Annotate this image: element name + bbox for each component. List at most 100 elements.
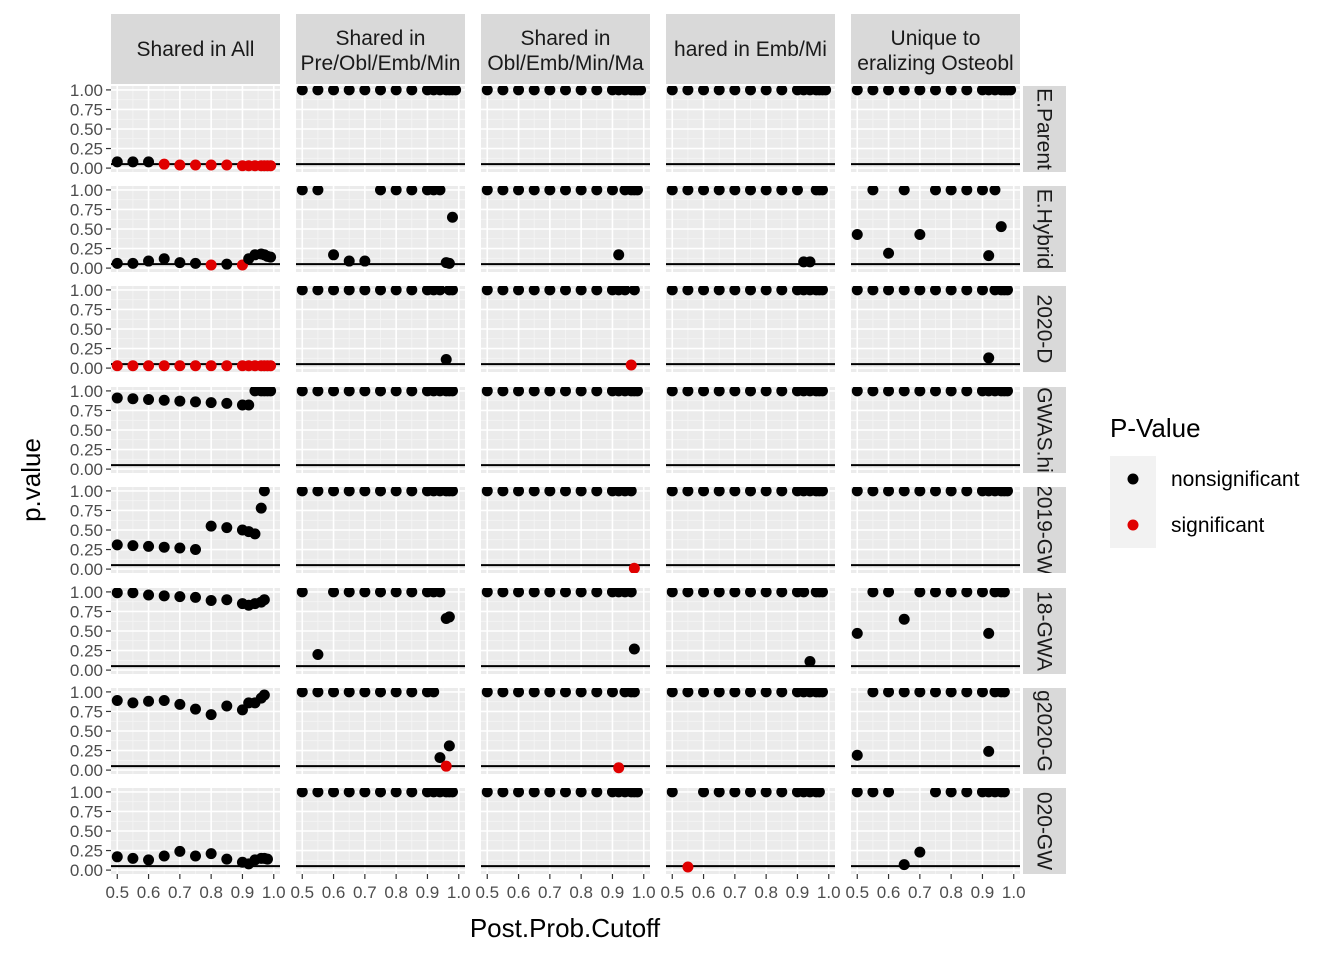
points-group xyxy=(111,689,270,721)
data-point-nonsignificant xyxy=(443,611,455,623)
data-point-nonsignificant xyxy=(820,86,832,96)
data-point-nonsignificant xyxy=(312,186,324,196)
data-point-nonsignificant xyxy=(760,688,772,698)
panel-r2-c5 xyxy=(851,186,1020,272)
row-strip-bg xyxy=(1023,286,1066,372)
data-point-nonsignificant xyxy=(591,688,603,698)
data-point-nonsignificant xyxy=(265,387,277,397)
panel-r7-c1 xyxy=(111,688,280,774)
x-tick-label: 0.6 xyxy=(137,883,161,902)
column-strip-bg xyxy=(111,14,280,84)
y-tick-label: 0.75 xyxy=(70,100,103,119)
x-tick-label: 1.0 xyxy=(262,883,286,902)
points-group xyxy=(851,186,1007,262)
data-point-nonsignificant xyxy=(682,286,694,296)
points-group xyxy=(481,588,640,655)
y-axis-row-5: 0.000.250.500.751.00 xyxy=(70,482,111,579)
data-point-nonsignificant xyxy=(713,86,725,96)
row-strip-label: 2019-GW xyxy=(1033,485,1056,575)
data-point-nonsignificant xyxy=(434,588,446,598)
data-point-nonsignificant xyxy=(544,86,556,96)
data-point-nonsignificant xyxy=(513,588,525,598)
x-tick-label: 0.8 xyxy=(939,883,963,902)
row-strip-label-wrap: g2020-G xyxy=(1033,690,1056,772)
data-point-nonsignificant xyxy=(312,648,324,660)
points-group xyxy=(851,387,1013,397)
data-point-nonsignificant xyxy=(961,487,973,497)
data-point-nonsignificant xyxy=(945,487,957,497)
row-strip-label: E.Parent xyxy=(1033,88,1056,170)
data-point-nonsignificant xyxy=(961,286,973,296)
data-point-nonsignificant xyxy=(127,393,139,405)
data-point-nonsignificant xyxy=(343,86,355,96)
data-point-nonsignificant xyxy=(851,286,863,296)
data-point-nonsignificant xyxy=(713,186,725,196)
data-point-nonsignificant xyxy=(513,86,525,96)
row-strip-bg xyxy=(1023,788,1066,874)
panel-r1-c2 xyxy=(296,86,465,172)
data-point-nonsignificant xyxy=(205,848,217,860)
data-point-nonsignificant xyxy=(158,695,170,707)
data-point-nonsignificant xyxy=(898,387,910,397)
column-strip-label: Shared in All xyxy=(137,38,255,61)
y-tick-label: 0.50 xyxy=(70,120,103,139)
data-point-nonsignificant xyxy=(998,588,1010,598)
points-group xyxy=(296,788,458,798)
data-point-nonsignificant xyxy=(328,788,340,798)
data-point-nonsignificant xyxy=(312,286,324,296)
data-point-nonsignificant xyxy=(760,487,772,497)
x-tick-label: 0.6 xyxy=(877,883,901,902)
data-point-nonsignificant xyxy=(619,286,631,296)
x-tick-label: 0.6 xyxy=(322,883,346,902)
data-point-nonsignificant xyxy=(591,186,603,196)
data-point-nonsignificant xyxy=(143,854,155,866)
data-point-nonsignificant xyxy=(666,86,678,96)
data-point-nonsignificant xyxy=(375,788,386,798)
data-point-nonsignificant xyxy=(745,487,756,497)
data-point-nonsignificant xyxy=(851,86,863,96)
data-point-nonsignificant xyxy=(296,487,308,497)
x-tick-label: 0.7 xyxy=(908,883,932,902)
data-point-nonsignificant xyxy=(343,387,355,397)
data-point-nonsignificant xyxy=(174,542,186,554)
data-point-nonsignificant xyxy=(575,387,587,397)
y-tick-label: 0.00 xyxy=(70,661,103,680)
data-point-nonsignificant xyxy=(998,788,1010,798)
legend-label: significant xyxy=(1171,514,1265,537)
data-point-nonsignificant xyxy=(258,594,270,606)
data-point-nonsignificant xyxy=(174,698,186,710)
y-tick-label: 0.25 xyxy=(70,140,103,159)
data-point-nonsignificant xyxy=(976,588,988,598)
data-point-nonsignificant xyxy=(190,850,201,862)
data-point-nonsignificant xyxy=(174,591,186,603)
data-point-nonsignificant xyxy=(205,709,217,721)
x-tick-label: 0.7 xyxy=(538,883,562,902)
data-point-nonsignificant xyxy=(544,788,556,798)
points-group xyxy=(666,286,828,296)
legend: P-Value nonsignificant significant xyxy=(1110,413,1300,548)
points-group xyxy=(851,688,1010,761)
data-point-nonsignificant xyxy=(513,387,525,397)
points-group xyxy=(111,487,270,556)
x-axis-col-5: 0.5 0.6 0.7 0.8 0.9 1.0 xyxy=(845,874,1026,902)
data-point-nonsignificant xyxy=(446,387,458,397)
x-axis-col-2: 0.5 0.6 0.7 0.8 0.9 1.0 xyxy=(290,874,471,902)
data-point-nonsignificant xyxy=(497,86,509,96)
data-point-nonsignificant xyxy=(446,211,458,223)
data-point-nonsignificant xyxy=(666,286,678,296)
data-point-nonsignificant xyxy=(513,688,525,698)
data-point-nonsignificant xyxy=(343,688,355,698)
row-strip-bg xyxy=(1023,186,1066,272)
data-point-nonsignificant xyxy=(528,86,540,96)
data-point-nonsignificant xyxy=(961,186,973,196)
data-point-nonsignificant xyxy=(760,387,772,397)
data-point-nonsignificant xyxy=(560,487,571,497)
data-point-nonsignificant xyxy=(776,186,788,196)
data-point-nonsignificant xyxy=(390,186,402,196)
panel-r8-c1 xyxy=(111,788,280,874)
data-point-nonsignificant xyxy=(867,588,879,598)
data-point-nonsignificant xyxy=(851,749,863,761)
data-point-nonsignificant xyxy=(898,688,910,698)
data-point-nonsignificant xyxy=(312,788,324,798)
points-group xyxy=(666,487,828,497)
